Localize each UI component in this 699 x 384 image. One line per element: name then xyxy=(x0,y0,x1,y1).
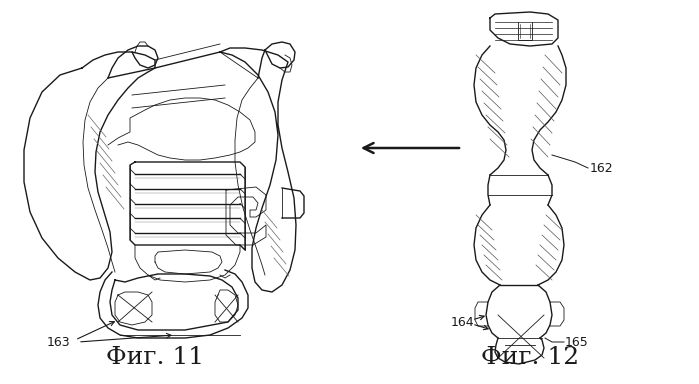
Text: 163: 163 xyxy=(46,336,70,349)
Text: 162: 162 xyxy=(590,162,614,174)
Text: Фиг. 11: Фиг. 11 xyxy=(106,346,204,369)
Text: 164: 164 xyxy=(450,316,474,328)
Text: 165: 165 xyxy=(565,336,589,349)
Text: Фиг. 12: Фиг. 12 xyxy=(481,346,579,369)
